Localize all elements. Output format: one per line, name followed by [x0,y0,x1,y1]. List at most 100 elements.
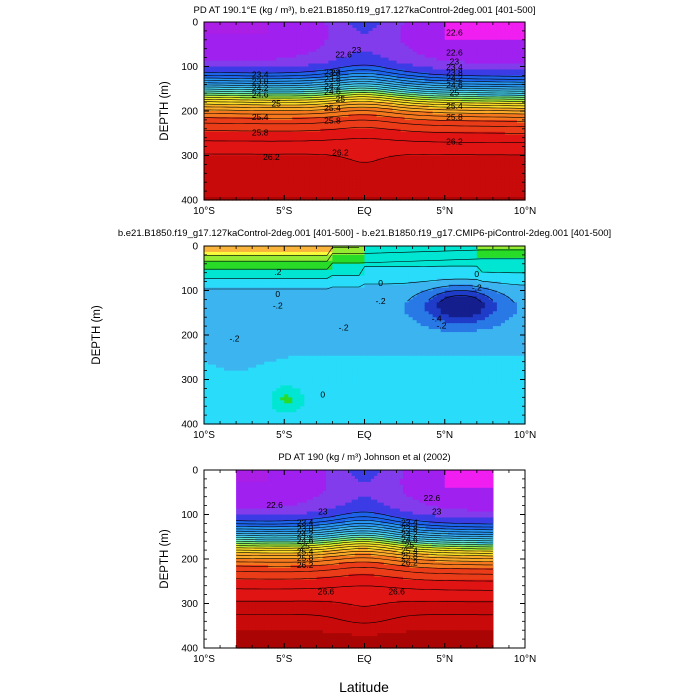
field-cell [228,30,233,35]
field-cell [328,48,333,53]
field-cell [372,167,378,171]
field-cell [240,188,245,192]
field-cell [368,24,374,29]
field-cell [208,164,213,168]
field-cell [288,48,293,53]
field-cell [228,188,233,192]
field-cell [248,179,253,183]
field-cell [328,105,333,109]
field-cell [344,63,350,68]
field-cell [228,197,233,201]
field-cell [220,84,225,88]
field-cell [364,122,370,127]
field-cell [304,134,309,139]
field-cell [300,24,305,29]
field-cell [312,22,317,26]
field-cell [260,149,265,154]
field-cell [324,63,329,68]
field-cell [312,66,317,71]
field-cell [228,87,233,91]
field-cell [292,122,297,127]
field-cell [272,119,277,124]
field-cell [204,63,209,68]
field-cell [352,60,358,65]
field-cell [360,66,366,71]
field-cell [348,24,354,29]
field-cell [364,69,370,74]
field-cell [276,48,281,53]
field-cell [260,116,265,121]
field-cell [292,140,297,145]
field-cell [344,191,350,195]
field-cell [312,51,317,56]
field-cell [232,42,237,47]
field-cell [344,188,350,192]
field-cell [352,30,358,35]
field-cell [280,105,285,109]
field-cell [216,134,221,139]
field-cell [328,152,333,157]
field-cell [264,161,269,165]
field-cell [284,179,289,183]
field-cell [268,134,273,139]
field-cell [340,128,346,133]
field-cell [312,161,317,165]
field-cell [280,66,285,71]
field-cell [368,33,374,38]
field-cell [372,164,378,168]
field-cell [220,78,225,82]
field-cell [204,54,209,59]
field-cell [208,134,213,139]
field-cell [216,33,221,38]
field-cell [236,161,241,165]
field-cell [280,113,285,118]
field-cell [244,30,249,35]
field-cell [220,113,225,118]
field-cell [268,27,273,32]
field-cell [312,173,317,177]
field-cell [316,57,321,62]
field-cell [216,125,221,130]
field-cell [340,60,346,65]
field-cell [260,179,265,183]
field-cell [244,197,249,201]
field-cell [312,39,317,44]
field-cell [224,170,229,174]
field-cell [244,128,249,133]
field-cell [320,167,325,171]
field-cell [376,24,382,29]
contour-label: 25.4 [252,112,269,122]
field-cell [296,39,301,44]
x-tick-label: 5°N [436,206,453,217]
field-cell [372,81,378,85]
field-cell [260,45,265,50]
field-cell [204,81,209,85]
field-cell [264,87,269,91]
field-cell [288,197,293,201]
field-cell [204,27,209,32]
field-cell [260,105,265,109]
field-cell [296,197,301,201]
field-cell [264,45,269,50]
field-cell [268,140,273,145]
field-cell [232,93,237,97]
field-cell [344,122,350,127]
field-cell [288,22,293,26]
field-cell [228,131,233,136]
field-cell [264,128,269,133]
field-cell [356,137,362,142]
field-cell [220,164,225,168]
field-cell [292,158,297,163]
field-cell [332,84,338,88]
field-cell [260,128,265,133]
field-cell [296,185,301,189]
field-cell [252,161,257,165]
field-cell [320,81,325,85]
contour-label: 22.6 [446,27,463,37]
field-cell [304,146,309,151]
field-cell [280,72,285,76]
field-cell [264,57,269,62]
field-cell [348,96,354,100]
field-cell [328,36,333,41]
field-cell [204,143,209,148]
